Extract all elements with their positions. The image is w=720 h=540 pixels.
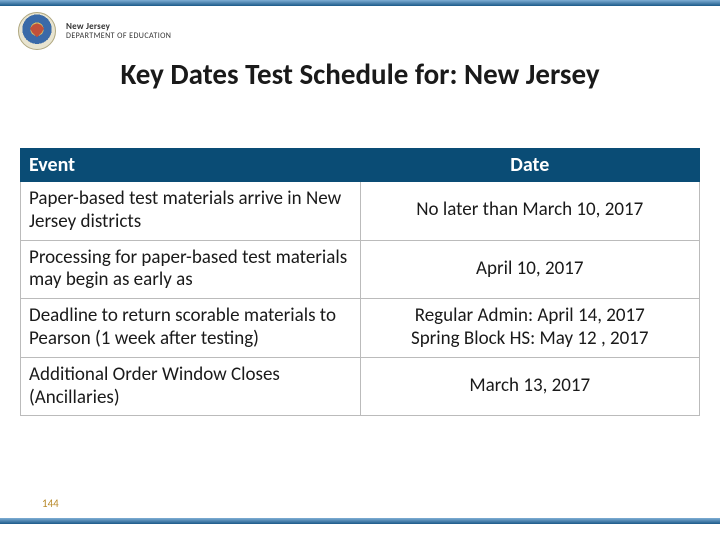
top-accent-bar [0,0,720,6]
table-row: Paper-based test materials arrive in New… [21,182,700,241]
org-name-line2: DEPARTMENT OF EDUCATION [66,32,171,40]
cell-date: April 10, 2017 [360,240,700,299]
table-row: Processing for paper-based test material… [21,240,700,299]
cell-event: Additional Order Window Closes (Ancillar… [21,357,361,416]
column-header-date: Date [360,149,700,182]
schedule-table: Event Date Paper-based test materials ar… [20,148,700,416]
column-header-event: Event [21,149,361,182]
header: New Jersey DEPARTMENT OF EDUCATION [18,12,171,50]
bottom-accent-bar [0,518,720,524]
table-row: Additional Order Window Closes (Ancillar… [21,357,700,416]
department-label: New Jersey DEPARTMENT OF EDUCATION [66,22,171,40]
page-number: 144 [42,497,59,510]
table-row: Deadline to return scorable materials to… [21,299,700,358]
nj-state-seal-icon [18,12,56,50]
cell-date: March 13, 2017 [360,357,700,416]
table-header-row: Event Date [21,149,700,182]
page-title: Key Dates Test Schedule for: New Jersey [0,56,720,92]
cell-event: Paper-based test materials arrive in New… [21,182,361,241]
cell-event: Deadline to return scorable materials to… [21,299,361,358]
cell-event: Processing for paper-based test material… [21,240,361,299]
cell-date: Regular Admin: April 14, 2017Spring Bloc… [360,299,700,358]
cell-date: No later than March 10, 2017 [360,182,700,241]
